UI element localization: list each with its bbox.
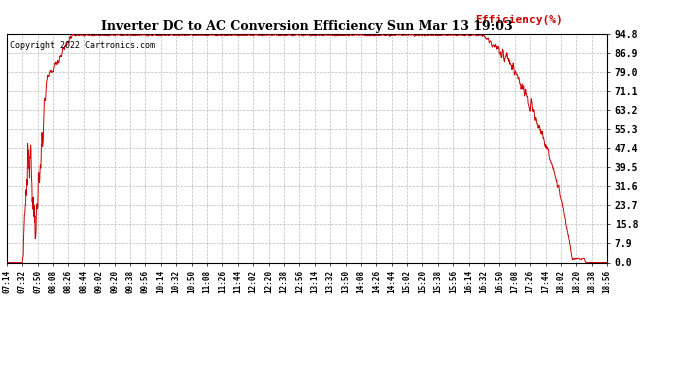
Text: Copyright 2022 Cartronics.com: Copyright 2022 Cartronics.com <box>10 40 155 50</box>
Text: Efficiency(%): Efficiency(%) <box>475 15 563 25</box>
Title: Inverter DC to AC Conversion Efficiency Sun Mar 13 19:03: Inverter DC to AC Conversion Efficiency … <box>101 20 513 33</box>
